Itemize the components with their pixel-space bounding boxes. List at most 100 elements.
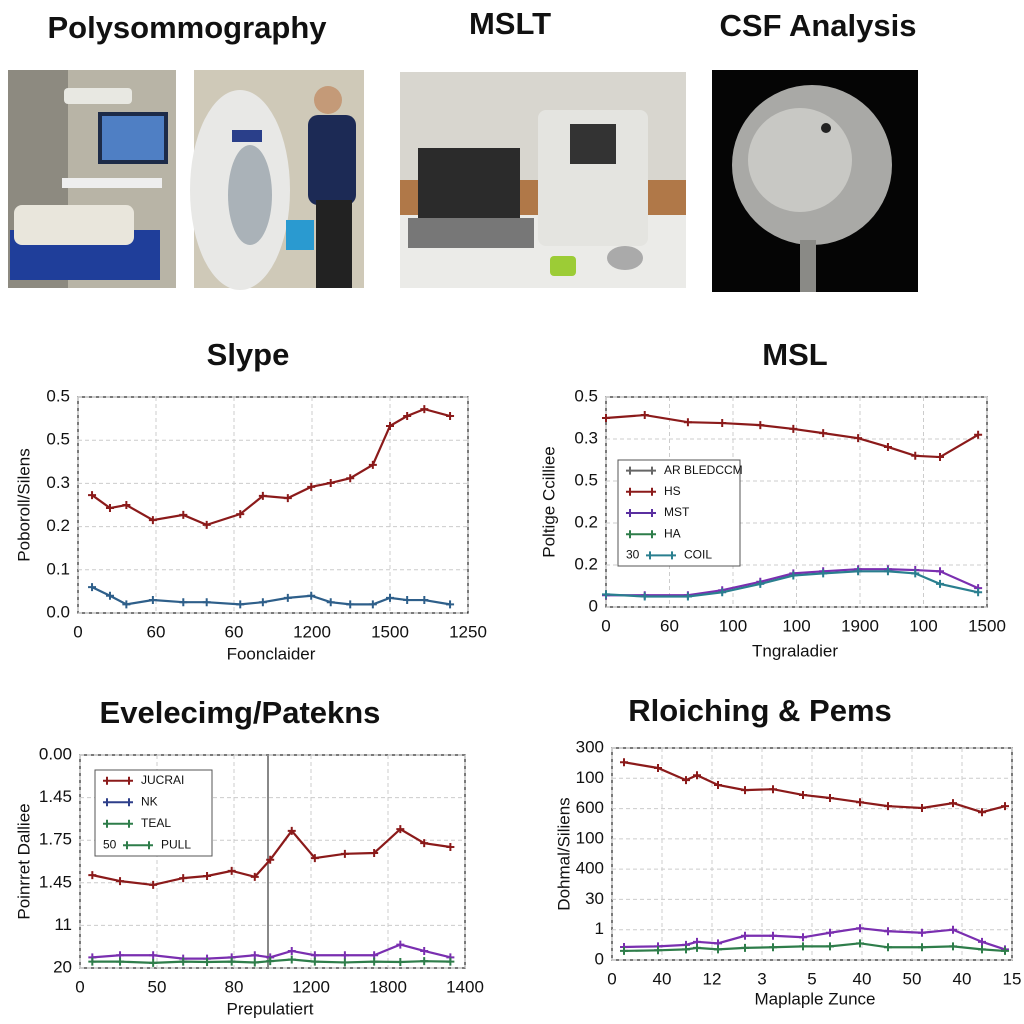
point-marker bbox=[179, 510, 188, 519]
point-marker bbox=[826, 928, 834, 937]
legend-swatch bbox=[626, 530, 656, 539]
point-marker bbox=[340, 958, 349, 967]
x-tick-label: 50 bbox=[903, 969, 922, 988]
point-marker bbox=[307, 482, 316, 491]
point-marker bbox=[326, 478, 335, 487]
point-marker bbox=[884, 802, 892, 811]
point-marker bbox=[420, 596, 429, 605]
point-marker bbox=[799, 933, 807, 942]
point-marker bbox=[287, 955, 296, 964]
point-marker bbox=[714, 945, 722, 954]
y-tick-label: 20 bbox=[53, 957, 72, 976]
point-marker bbox=[936, 453, 945, 462]
point-marker bbox=[203, 958, 212, 967]
point-marker bbox=[856, 924, 864, 933]
point-marker bbox=[446, 412, 455, 421]
y-tick-label: 0.5 bbox=[574, 470, 598, 489]
y-tick-label: 0.3 bbox=[46, 473, 70, 492]
chart-title: Rloiching & Pems bbox=[628, 693, 892, 728]
x-tick-label: 1200 bbox=[293, 622, 331, 641]
point-marker bbox=[682, 776, 690, 785]
point-marker bbox=[258, 491, 267, 500]
point-marker bbox=[446, 957, 455, 966]
point-marker bbox=[714, 780, 722, 789]
point-marker bbox=[640, 411, 649, 420]
y-tick-label: 0.5 bbox=[46, 386, 70, 405]
point-marker bbox=[741, 786, 749, 795]
y-tick-label: 400 bbox=[576, 859, 604, 878]
point-marker bbox=[826, 942, 834, 951]
x-tick-label: 0 bbox=[73, 622, 82, 641]
point-marker bbox=[446, 600, 455, 609]
point-marker bbox=[949, 925, 957, 934]
y-tick-label: 30 bbox=[585, 889, 604, 908]
y-tick-label: 0.3 bbox=[574, 428, 598, 447]
point-marker bbox=[403, 412, 412, 421]
point-marker bbox=[884, 927, 892, 936]
point-marker bbox=[756, 579, 765, 588]
x-tick-label: 0 bbox=[607, 969, 616, 988]
chart-title: MSL bbox=[762, 337, 827, 372]
point-marker bbox=[789, 571, 798, 580]
point-marker bbox=[654, 946, 662, 955]
point-marker bbox=[856, 798, 864, 807]
point-marker bbox=[202, 598, 211, 607]
point-marker bbox=[819, 569, 828, 578]
point-marker bbox=[756, 421, 765, 430]
point-marker bbox=[420, 946, 429, 955]
point-marker bbox=[148, 596, 157, 605]
point-marker bbox=[974, 430, 983, 439]
chart-title: Slype bbox=[207, 337, 290, 372]
point-marker bbox=[936, 579, 945, 588]
photo bbox=[712, 70, 918, 292]
point-marker bbox=[203, 871, 212, 880]
x-tick-label: 80 bbox=[225, 977, 244, 996]
y-tick-label: 600 bbox=[576, 798, 604, 817]
x-axis-label: Prepulatiert bbox=[227, 999, 314, 1018]
y-tick-label: 0.2 bbox=[574, 512, 598, 531]
point-marker bbox=[911, 451, 920, 460]
x-tick-label: 15 bbox=[1003, 969, 1022, 988]
legend-label: PULL bbox=[161, 837, 191, 851]
x-tick-label: 1900 bbox=[841, 616, 879, 635]
legend-swatch bbox=[626, 487, 656, 496]
legend-swatch bbox=[103, 798, 133, 807]
legend-swatch bbox=[103, 776, 133, 785]
point-marker bbox=[620, 758, 628, 767]
legend-prefix: 50 bbox=[103, 837, 117, 851]
point-marker bbox=[346, 474, 355, 483]
x-tick-label: 50 bbox=[148, 977, 167, 996]
point-marker bbox=[683, 418, 692, 427]
x-tick-label: 5 bbox=[807, 969, 816, 988]
point-marker bbox=[883, 442, 892, 451]
x-tick-label: 40 bbox=[953, 969, 972, 988]
header: MSLT bbox=[469, 6, 551, 41]
x-tick-label: 0 bbox=[601, 616, 610, 635]
point-marker bbox=[105, 504, 114, 513]
point-marker bbox=[741, 931, 749, 940]
x-axis-label: Foonclaider bbox=[227, 644, 316, 663]
point-marker bbox=[396, 940, 405, 949]
point-marker bbox=[266, 957, 275, 966]
y-tick-label: 1.45 bbox=[39, 872, 72, 891]
header: CSF Analysis bbox=[720, 8, 917, 43]
point-marker bbox=[227, 957, 236, 966]
point-marker bbox=[854, 567, 863, 576]
plot-area bbox=[77, 396, 469, 614]
point-marker bbox=[368, 600, 377, 609]
point-marker bbox=[620, 946, 628, 955]
point-marker bbox=[149, 958, 158, 967]
legend-box bbox=[617, 459, 741, 567]
point-marker bbox=[856, 939, 864, 948]
legend-swatch bbox=[646, 551, 676, 560]
point-marker bbox=[227, 866, 236, 875]
y-tick-label: 0.00 bbox=[39, 744, 72, 763]
y-tick-label: 0.5 bbox=[574, 386, 598, 405]
x-axis-label: Tngraladier bbox=[752, 641, 838, 660]
x-tick-label: 1500 bbox=[371, 622, 409, 641]
point-marker bbox=[883, 567, 892, 576]
point-marker bbox=[978, 808, 986, 817]
point-marker bbox=[654, 763, 662, 772]
point-marker bbox=[116, 957, 125, 966]
